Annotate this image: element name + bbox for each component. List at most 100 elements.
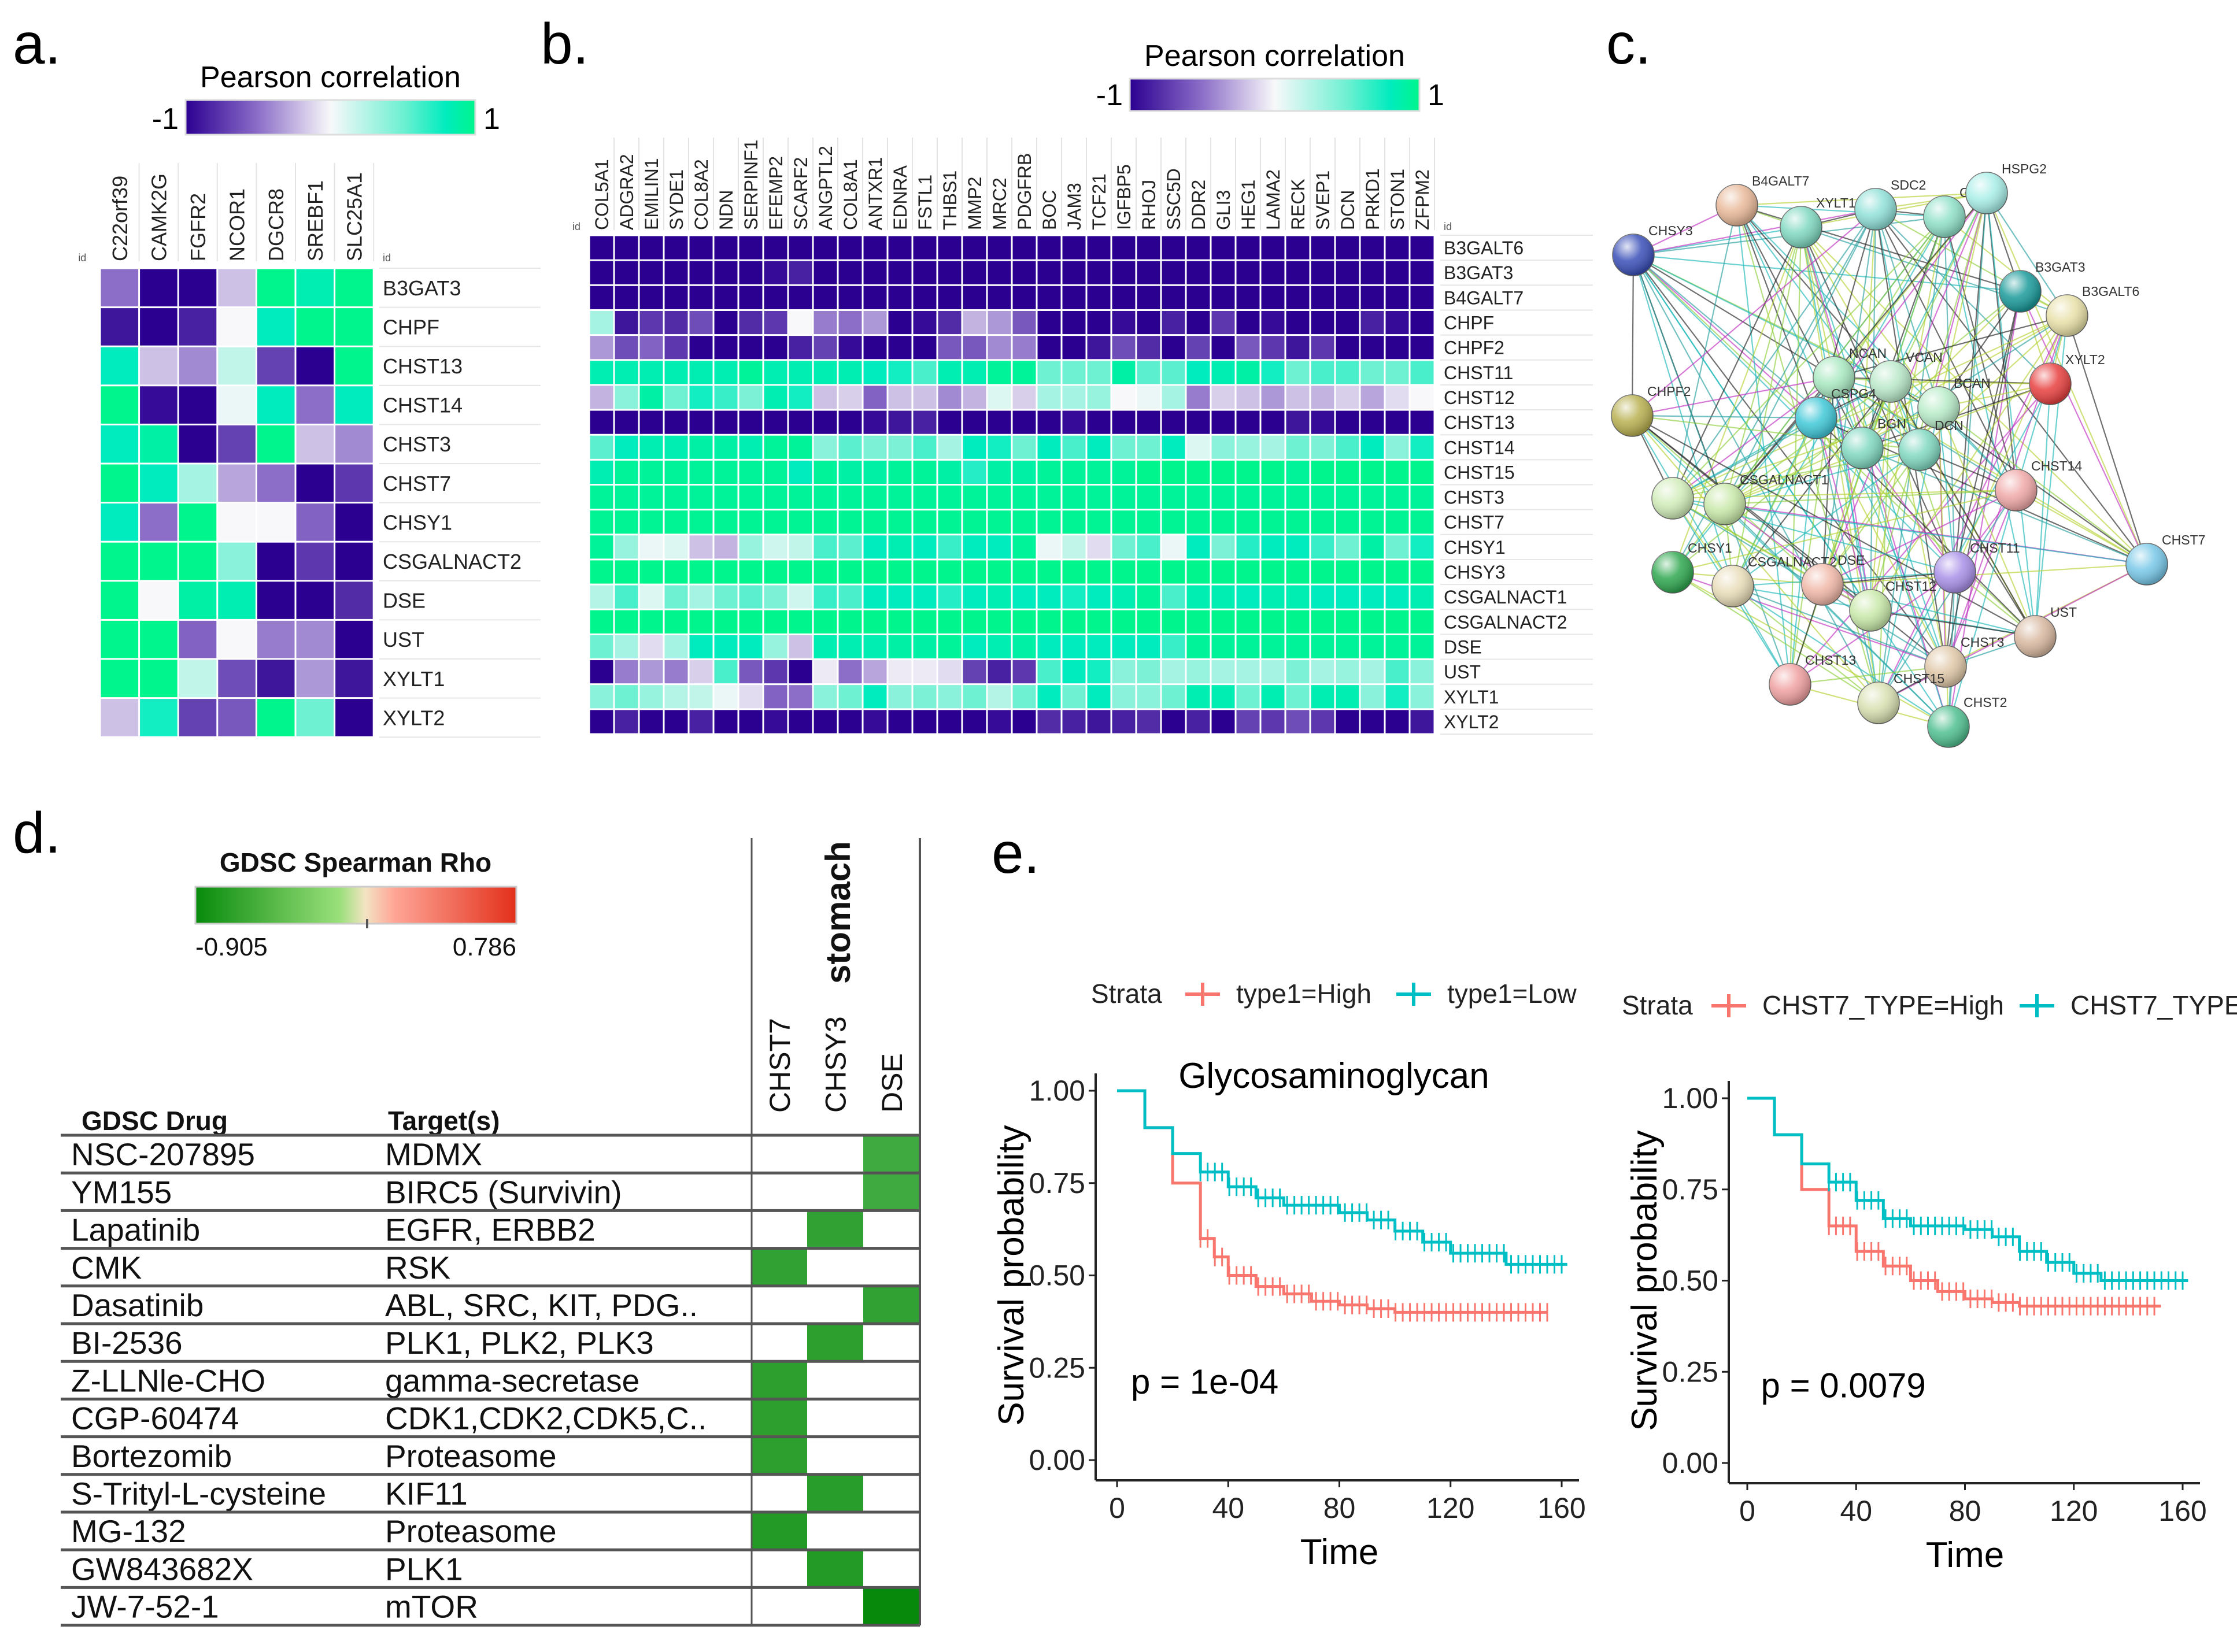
network-node-shine: [1870, 361, 1911, 402]
heatmap-cell: [1336, 535, 1359, 559]
heatmap-cell: [1211, 585, 1235, 609]
heatmap-cell: [764, 261, 787, 284]
drug-target: Proteasome: [385, 1438, 557, 1474]
heatmap-cell: [639, 236, 663, 260]
network-edge: [1632, 414, 1817, 419]
network-edge: [2020, 291, 2147, 565]
network-edge: [1672, 377, 1835, 499]
heatmap-cell: [1360, 535, 1384, 559]
heatmap-cell: [1311, 261, 1334, 284]
rho-cell: [752, 1248, 807, 1286]
heatmap-cell: [1087, 460, 1111, 484]
heatmap-cell: [615, 386, 638, 409]
heatmap-cell: [988, 610, 1011, 634]
heatmap-cell: [1037, 685, 1061, 709]
heatmap-cell: [1186, 560, 1210, 584]
heatmap-cell: [590, 310, 613, 335]
heatmap-cell: [764, 660, 787, 684]
heatmap-cell: [863, 310, 887, 335]
heatmap-cell: [1186, 685, 1210, 709]
heatmap-cell: [1186, 535, 1210, 559]
drug-name: GW843682X: [71, 1551, 253, 1587]
heatmap-cell: [1385, 236, 1409, 260]
heatmap-cell: [179, 542, 217, 580]
heatmap-cell: [1311, 710, 1334, 734]
y-tick-label: 0.75: [1029, 1167, 1085, 1199]
heatmap-cell: [1385, 635, 1409, 659]
heatmap-cell: [1385, 460, 1409, 484]
heatmap-cell: [838, 585, 862, 609]
heatmap-cell: [1112, 286, 1136, 309]
drug-target: PLK1: [385, 1551, 463, 1587]
column-label: PDGFRB: [1014, 153, 1035, 230]
heatmap-cell: [1162, 336, 1185, 360]
heatmap-cell: [838, 410, 862, 434]
heatmap-cell: [789, 460, 812, 484]
network-edge: [1672, 227, 1802, 499]
network-edge: [1943, 216, 2036, 637]
network-edge: [1672, 227, 1802, 573]
heatmap-cell: [1311, 486, 1334, 509]
heatmap-cell: [1037, 486, 1061, 509]
heatmap-cell: [1410, 310, 1434, 335]
heatmap-cell: [838, 261, 862, 284]
heatmap-cell: [863, 635, 887, 659]
y-tick-label: 0.00: [1029, 1444, 1085, 1476]
heatmap-cell: [988, 435, 1011, 459]
heatmap-cell: [863, 410, 887, 434]
heatmap-cell: [1186, 261, 1210, 284]
heatmap-cell: [739, 610, 763, 634]
heatmap-cell: [1062, 460, 1086, 484]
heatmap-cell: [689, 261, 713, 284]
heatmap-cell: [988, 310, 1011, 335]
heatmap-cell: [1112, 486, 1136, 509]
heatmap-cell: [739, 310, 763, 335]
heatmap-cell: [1037, 585, 1061, 609]
row-label: CHST13: [383, 354, 463, 378]
heatmap-cell: [1186, 236, 1210, 260]
heatmap-cell: [913, 361, 937, 384]
heatmap-cell: [1286, 361, 1310, 384]
heatmap-cell: [1211, 460, 1235, 484]
heatmap-cell: [838, 635, 862, 659]
heatmap-cell: [814, 410, 837, 434]
heatmap-cell: [1336, 435, 1359, 459]
network-edge: [1732, 586, 1879, 703]
heatmap-cell: [1311, 361, 1334, 384]
heatmap-cell: [1385, 486, 1409, 509]
heatmap-cell: [140, 542, 178, 580]
heatmap-cell: [764, 635, 787, 659]
heatmap-cell: [1037, 635, 1061, 659]
column-label: C22orf39: [108, 176, 132, 261]
row-label: CHST12: [1444, 387, 1515, 408]
heatmap-cell: [101, 699, 139, 736]
network-edge: [1724, 449, 1920, 505]
heatmap-cell: [789, 635, 812, 659]
heatmap-cell: [1087, 435, 1111, 459]
rho-cell: [807, 1474, 863, 1512]
heatmap-cell: [101, 660, 139, 698]
heatmap-cell: [590, 585, 613, 609]
heatmap-cell: [101, 503, 139, 541]
heatmap-cell: [1162, 410, 1185, 434]
heatmap-cell: [639, 286, 663, 309]
x-tick-label: 80: [1323, 1492, 1356, 1524]
heatmap-cell: [257, 269, 295, 307]
heatmap-cell: [1311, 585, 1334, 609]
heatmap-cell: [888, 386, 912, 409]
heatmap-cell: [639, 585, 663, 609]
heatmap-cell: [218, 581, 256, 619]
network-edge: [1672, 216, 1945, 499]
heatmap-cell: [1261, 560, 1285, 584]
heatmap-cell: [218, 660, 256, 698]
heatmap-cell: [988, 361, 1011, 384]
heatmap-cell: [1410, 660, 1434, 684]
heatmap-cell: [1261, 610, 1285, 634]
heatmap-cell: [615, 460, 638, 484]
heatmap-cell: [689, 386, 713, 409]
heatmap-cell: [963, 535, 986, 559]
heatmap-cell: [689, 685, 713, 709]
network-edge: [1947, 490, 2017, 727]
heatmap-cell: [1112, 261, 1136, 284]
column-label: SVEP1: [1312, 171, 1333, 230]
